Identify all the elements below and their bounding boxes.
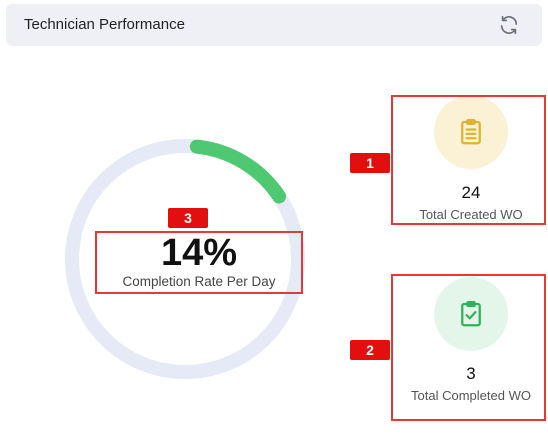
completion-donut xyxy=(65,139,305,379)
annotation-badge-2: 2 xyxy=(350,340,390,360)
created-wo-label: Total Created WO xyxy=(419,207,523,222)
annotation-badge-1: 1 xyxy=(350,153,390,173)
card-title: Technician Performance xyxy=(24,16,185,33)
completion-rate-label: Completion Rate Per Day xyxy=(122,274,276,289)
donut-track xyxy=(65,139,305,379)
annotation-box-2 xyxy=(391,274,546,421)
created-wo-value: 24 xyxy=(461,183,481,202)
annotation-badge-3: 3 xyxy=(168,208,208,228)
annotation-box-1 xyxy=(391,95,546,225)
annotation-box-3 xyxy=(95,231,303,294)
completed-wo-value: 3 xyxy=(466,364,476,383)
clipboard-list-icon xyxy=(461,119,481,145)
clipboard-check-icon xyxy=(461,301,481,327)
refresh-icon[interactable] xyxy=(498,14,520,36)
created-wo-icon-circle xyxy=(434,95,508,169)
completion-rate-value: 14% xyxy=(160,232,238,274)
card-header: Technician Performance xyxy=(6,4,542,46)
completed-wo-label: Total Completed WO xyxy=(411,388,531,403)
donut-progress xyxy=(189,139,287,204)
completed-wo-icon-circle xyxy=(434,277,508,351)
